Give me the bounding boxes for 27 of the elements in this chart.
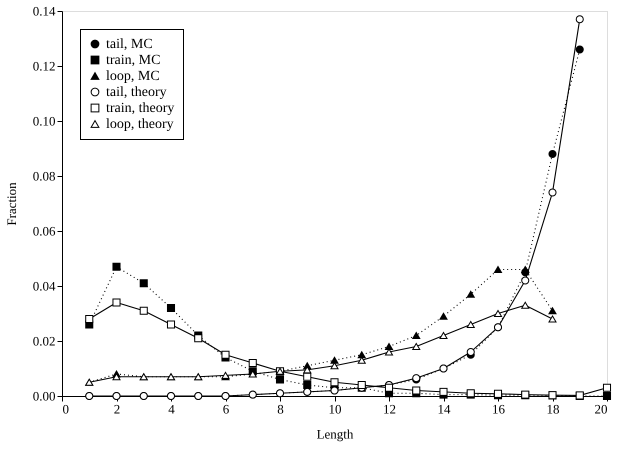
legend-label: loop, theory: [106, 117, 174, 132]
x-tick-label: 2: [114, 402, 120, 416]
x-tick-label: 20: [594, 402, 608, 416]
y-tick-label: 0.06: [32, 224, 56, 238]
x-tick-label: 18: [546, 402, 560, 416]
x-tick-label: 14: [438, 402, 451, 416]
x-tick-label: 10: [328, 402, 342, 416]
y-tick-label: 0.12: [32, 58, 56, 74]
legend-label: tail, MC: [106, 37, 153, 52]
x-tick-label: 0: [62, 402, 69, 416]
x-tick-label: 12: [383, 402, 396, 416]
x-tick-label: 4: [168, 402, 176, 416]
legend-label: train, theory: [106, 101, 174, 116]
legend-label: loop, MC: [106, 69, 160, 84]
y-tick-label: 0.02: [32, 334, 56, 348]
y-axis-title: Fraction: [4, 182, 19, 226]
y-tick-label: 0.10: [32, 114, 56, 128]
legend-label: tail, theory: [106, 85, 167, 100]
x-axis-title: Length: [316, 426, 354, 442]
x-tick-label: 6: [222, 402, 230, 416]
x-tick-label: 8: [277, 402, 284, 416]
y-tick-label: 0.04: [32, 278, 56, 294]
x-tick-label: 16: [492, 402, 506, 416]
legend-label: train, MC: [106, 53, 160, 68]
y-tick-label: 0.08: [32, 168, 56, 184]
y-tick-label: 0.14: [32, 4, 56, 18]
y-tick-label: 0.00: [32, 388, 56, 404]
